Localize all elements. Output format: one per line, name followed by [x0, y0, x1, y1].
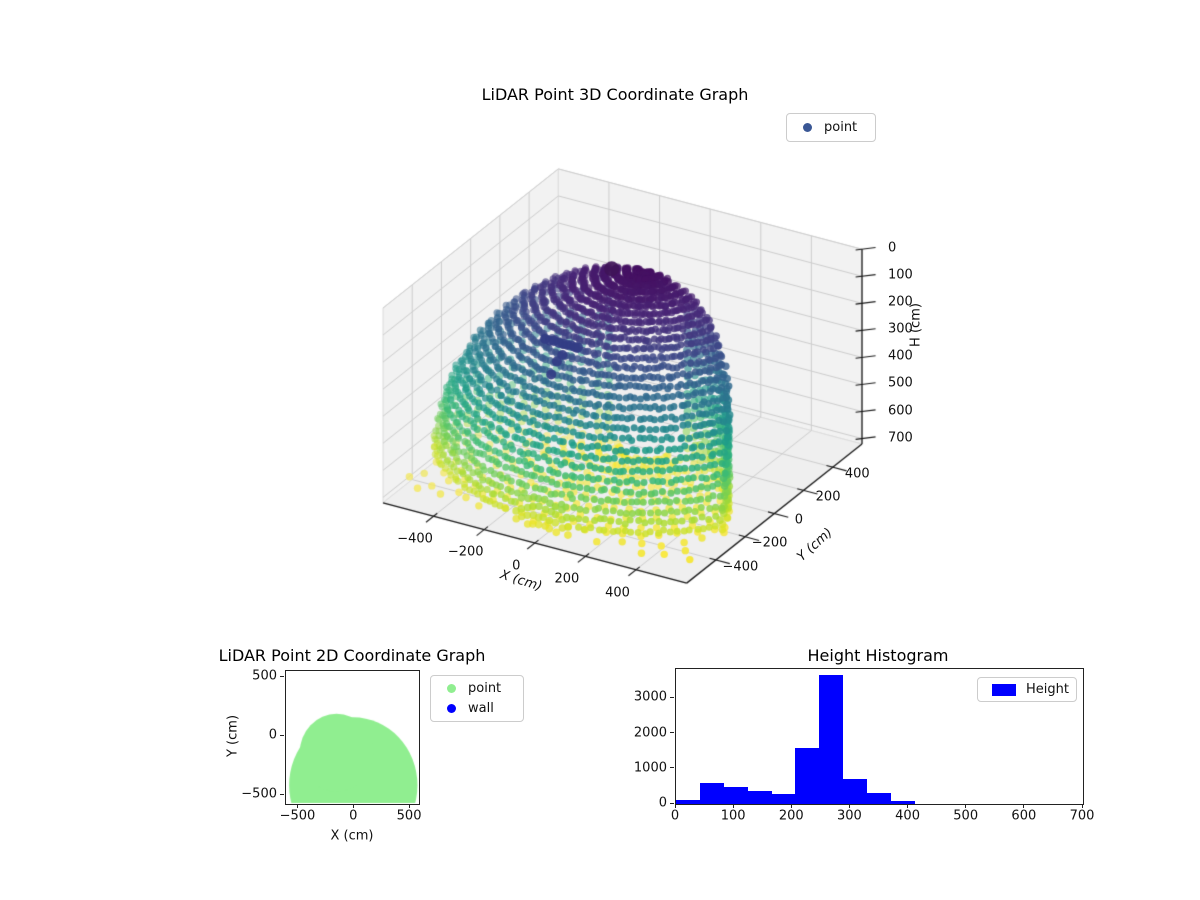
tick-label: 0 [670, 808, 680, 824]
wall-marker-icon [447, 704, 456, 714]
tick-label: 1000 [633, 760, 667, 776]
tick-label: 0 [512, 558, 521, 574]
hist-bar [890, 800, 915, 804]
tick-label: 500 [888, 375, 913, 391]
tick-label: 0 [349, 808, 358, 824]
tick-mark [670, 696, 674, 698]
hist-bar [723, 787, 748, 804]
tick-mark [848, 804, 850, 808]
plot2d-title: LiDAR Point 2D Coordinate Graph [218, 646, 486, 665]
tick-label: 200 [554, 571, 580, 587]
point-marker-icon [447, 683, 456, 693]
hist-bar [842, 779, 867, 804]
plot2d-legend-label-point: point [468, 680, 502, 696]
plot3d-legend-row: point [795, 117, 867, 138]
tick-label: −500 [241, 786, 277, 802]
hist-bar [747, 790, 772, 804]
tick-mark [670, 767, 674, 769]
tick-label: 300 [888, 321, 913, 337]
tick-label: 400 [895, 808, 920, 824]
tick-mark [670, 732, 674, 733]
tick-label: −200 [447, 544, 484, 560]
height-swatch-icon [992, 683, 1016, 696]
tick-label: 0 [268, 727, 277, 743]
tick-label: 400 [888, 348, 913, 364]
tick-label: 200 [888, 294, 913, 310]
tick-mark [1081, 804, 1083, 808]
hist-legend: Height [977, 677, 1077, 702]
hist-bar [794, 747, 820, 804]
tick-label: 500 [953, 808, 979, 824]
hist-legend-label: Height [1026, 682, 1069, 697]
tick-label: 200 [778, 808, 804, 824]
tick-label: 400 [605, 585, 630, 601]
tick-mark [965, 804, 967, 808]
tick-label: 0 [888, 240, 897, 256]
plot3d-title: LiDAR Point 3D Coordinate Graph [481, 85, 749, 104]
tick-label: 100 [888, 267, 913, 283]
hist-legend-row: Height [986, 680, 1069, 699]
plot2d-legend: point wall [430, 675, 524, 722]
tick-label: 500 [252, 668, 277, 684]
plot2d-xlabel: X (cm) [330, 828, 374, 844]
tick-label: 700 [1069, 808, 1095, 824]
hist-bars [675, 669, 1083, 804]
tick-label: 300 [837, 808, 862, 824]
plot2d-legend-label-wall: wall [468, 701, 494, 717]
hist-bar [675, 800, 701, 804]
tick-label: 200 [815, 489, 841, 505]
hist-title: Height Histogram [807, 646, 949, 665]
tick-mark [907, 804, 909, 808]
tick-mark [352, 804, 354, 808]
tick-label: 2000 [633, 725, 667, 740]
plot3d-legend: point [786, 113, 876, 142]
tick-label: −400 [397, 531, 433, 547]
tick-label: −200 [751, 535, 788, 551]
tick-mark [280, 793, 284, 795]
hist-bar [771, 793, 796, 804]
plot3d-legend-label: point [824, 120, 858, 135]
tick-mark [1023, 804, 1025, 808]
plot2d-ylabel: Y (cm) [225, 714, 241, 758]
hist-bar [818, 675, 844, 804]
tick-label: −400 [722, 559, 759, 575]
tick-mark [670, 802, 674, 804]
plot2d-axes [285, 670, 420, 805]
plot2d-legend-row-wall: wall [439, 699, 515, 720]
point-marker-icon [803, 123, 812, 132]
tick-mark [732, 804, 734, 808]
hist-axes [675, 668, 1084, 805]
tick-label: 100 [720, 808, 746, 824]
tick-label: 600 [1011, 808, 1037, 824]
tick-mark [674, 804, 676, 808]
tick-label: 0 [794, 512, 803, 528]
tick-label: −500 [279, 808, 316, 824]
tick-mark [408, 804, 410, 808]
tick-mark [280, 734, 284, 736]
tick-label: 3000 [633, 689, 667, 705]
tick-mark [790, 804, 792, 808]
tick-label: 0 [658, 795, 667, 811]
tick-label: 400 [844, 466, 870, 482]
tick-label: 500 [396, 808, 422, 824]
tick-label: 600 [888, 403, 913, 419]
hist-bar [866, 792, 891, 804]
hist-bar [699, 782, 724, 804]
tick-mark [296, 804, 298, 808]
tick-mark [280, 675, 284, 677]
plot2d-legend-row-point: point [439, 678, 515, 699]
tick-label: 700 [888, 430, 913, 446]
